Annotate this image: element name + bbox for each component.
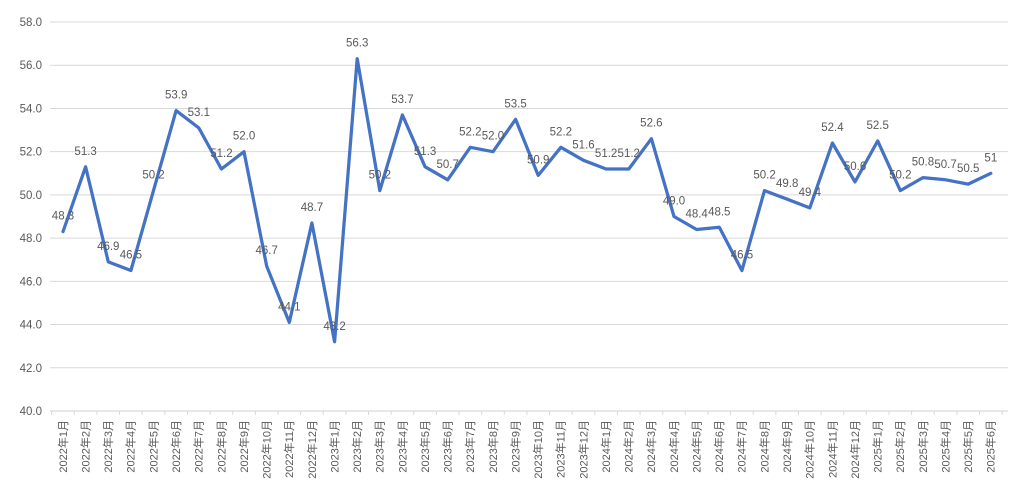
x-axis-tick-label: 2022年6月 — [169, 420, 183, 473]
x-axis-tick-label: 2022年1月 — [56, 420, 70, 473]
data-point-label: 49.0 — [663, 196, 685, 208]
data-point-label: 53.9 — [165, 90, 187, 102]
y-axis-tick-label: 42.0 — [20, 363, 42, 375]
x-axis-tick-label: 2024年8月 — [757, 420, 771, 473]
x-axis-tick-label: 2024年9月 — [780, 420, 794, 473]
x-axis-tick-label: 2025年3月 — [916, 420, 930, 473]
data-point-label: 52.6 — [640, 118, 662, 130]
data-point-label: 52.0 — [482, 131, 504, 143]
data-point-label: 51.2 — [595, 148, 617, 160]
x-axis-tick-label: 2024年5月 — [689, 420, 703, 473]
data-point-label: 53.5 — [504, 98, 526, 110]
x-axis-tick-label: 2023年10月 — [531, 420, 545, 479]
x-axis-tick-label: 2024年4月 — [667, 420, 681, 473]
x-axis-tick-label: 2024年11月 — [825, 420, 839, 478]
data-point-label: 50.9 — [527, 154, 549, 166]
data-point-label: 50.5 — [957, 163, 979, 175]
data-point-label: 53.7 — [391, 94, 413, 106]
data-point-label: 52.2 — [459, 126, 481, 138]
data-point-label: 52.4 — [821, 122, 844, 134]
x-axis-tick-label: 2023年6月 — [441, 420, 455, 473]
x-axis-tick-label: 2023年5月 — [418, 420, 432, 473]
data-point-label: 50.2 — [369, 170, 391, 182]
x-axis-tick-label: 2023年4月 — [395, 420, 409, 473]
x-axis-tick-label: 2023年9月 — [508, 420, 522, 473]
data-point-label: 48.3 — [52, 211, 74, 223]
x-axis-tick-label: 2023年11月 — [554, 420, 568, 478]
data-point-label: 50.6 — [844, 161, 866, 173]
data-point-label: 43.2 — [323, 321, 345, 333]
data-point-label: 50.7 — [437, 159, 459, 171]
x-axis-tick-label: 2022年7月 — [192, 420, 206, 473]
y-axis-tick-label: 40.0 — [20, 406, 42, 418]
data-point-label: 44.1 — [278, 301, 300, 313]
data-point-label: 48.7 — [301, 202, 323, 214]
x-axis-tick-label: 2022年2月 — [78, 420, 92, 473]
y-axis-tick-label: 56.0 — [20, 60, 42, 72]
data-point-label: 53.1 — [188, 107, 210, 119]
data-point-label: 46.7 — [255, 245, 277, 257]
x-axis-tick-label: 2024年12月 — [848, 420, 862, 479]
y-axis-tick-label: 46.0 — [20, 276, 42, 288]
y-axis-tick-label: 58.0 — [20, 17, 42, 29]
x-axis-tick-label: 2023年8月 — [486, 420, 500, 473]
x-axis-tick-label: 2025年5月 — [961, 420, 975, 473]
y-axis-tick-label: 50.0 — [20, 190, 42, 202]
x-axis-tick-label: 2025年2月 — [893, 420, 907, 473]
x-axis-tick-label: 2024年7月 — [735, 420, 749, 473]
y-axis-tick-label: 54.0 — [20, 103, 42, 115]
data-point-label: 49.8 — [776, 178, 798, 190]
x-axis-tick-label: 2022年8月 — [214, 420, 228, 473]
x-axis-tick-label: 2022年9月 — [237, 420, 251, 473]
data-point-label: 46.5 — [120, 250, 142, 262]
x-axis-tick-label: 2023年3月 — [373, 420, 387, 473]
data-point-label: 56.3 — [346, 38, 368, 50]
x-axis-tick-label: 2022年4月 — [124, 420, 138, 473]
x-axis-tick-label: 2022年10月 — [260, 420, 274, 479]
x-axis-tick-label: 2024年10月 — [803, 420, 817, 479]
data-point-label: 50.2 — [753, 170, 775, 182]
data-point-label: 50.2 — [142, 170, 164, 182]
data-point-label: 48.4 — [685, 208, 708, 220]
x-axis-tick-label: 2024年6月 — [712, 420, 726, 473]
x-axis-tick-label: 2024年2月 — [622, 420, 636, 473]
data-point-label: 50.8 — [912, 157, 934, 169]
x-axis-tick-label: 2024年3月 — [644, 420, 658, 473]
x-axis-tick-label: 2023年2月 — [350, 420, 364, 473]
data-point-label: 46.5 — [731, 250, 753, 262]
x-axis-tick-label: 2022年5月 — [146, 420, 160, 473]
data-point-label: 50.2 — [889, 170, 911, 182]
data-point-label: 51.3 — [74, 146, 96, 158]
data-point-label: 52.5 — [866, 120, 888, 132]
data-point-label: 51.2 — [210, 148, 232, 160]
data-point-label: 52.2 — [550, 126, 572, 138]
data-point-label: 48.5 — [708, 206, 730, 218]
y-axis-tick-label: 44.0 — [20, 320, 42, 332]
x-axis-tick-label: 2024年1月 — [599, 420, 613, 473]
x-axis-tick-label: 2025年4月 — [938, 420, 952, 473]
data-point-label: 51.2 — [618, 148, 640, 160]
y-axis-tick-label: 48.0 — [20, 233, 42, 245]
data-point-label: 50.7 — [934, 159, 956, 171]
data-point-label: 46.9 — [97, 241, 119, 253]
y-axis-tick-label: 52.0 — [20, 147, 42, 159]
x-axis-tick-label: 2023年12月 — [576, 420, 590, 479]
series-line — [61, 57, 993, 344]
x-axis-tick-label: 2022年11月 — [282, 420, 296, 478]
x-axis-tick-label: 2025年1月 — [871, 420, 885, 473]
x-axis-tick-label: 2023年1月 — [327, 420, 341, 473]
x-axis-tick-label: 2023年7月 — [463, 420, 477, 473]
x-axis-tick-label: 2022年3月 — [101, 420, 115, 473]
data-point-label: 52.0 — [233, 131, 255, 143]
x-axis-tick-label: 2022年12月 — [305, 420, 319, 479]
x-axis-tick-label: 2025年6月 — [984, 420, 998, 473]
data-point-label: 49.4 — [799, 187, 822, 199]
data-point-label: 51.3 — [414, 146, 436, 158]
data-point-label: 51 — [984, 152, 997, 164]
data-point-label: 51.6 — [572, 139, 594, 151]
